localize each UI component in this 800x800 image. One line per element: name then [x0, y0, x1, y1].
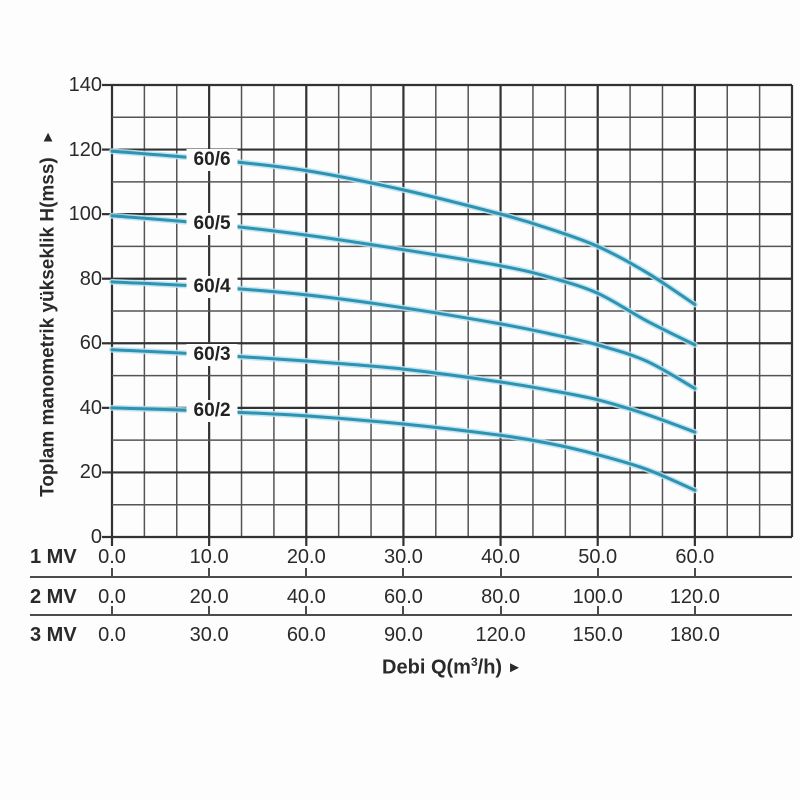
y-tick-label: 0: [90, 526, 102, 548]
x-scale-tick-value: 50.0: [578, 546, 618, 568]
curve-label-60-6: 60/6: [186, 148, 238, 171]
x-scale-tick-value: 30.0: [383, 546, 423, 568]
x-scale-tick-value: 0.0: [98, 546, 126, 568]
x-scale-tick-value: 0.0: [98, 624, 126, 646]
x-scale-row-label: 1 MV: [30, 546, 77, 568]
x-scale-row-2-mv: 2 MV 0.0 20.0 40.0 60.0 80.0 100.0 120.0: [0, 584, 800, 610]
scale-separator-tick: [693, 568, 696, 577]
x-axis-title-superscript: 3: [470, 655, 478, 669]
x-scale-row-3-mv: 3 MV 0.0 30.0 60.0 90.0 120.0 150.0 180.0: [0, 622, 800, 648]
y-tick-label: 100: [68, 203, 102, 226]
curve-label-60-2: 60/2: [186, 400, 238, 423]
y-tick-label: 120: [68, 138, 102, 161]
y-tick-label: 60: [79, 332, 102, 355]
x-scale-tick-value: 10.0: [189, 546, 229, 568]
y-tick-label: 80: [79, 267, 102, 290]
x-axis-title-suffix: /h): [477, 656, 503, 679]
scale-separator-tick: [305, 568, 308, 577]
x-scale-row-label: 3 MV: [30, 624, 77, 646]
x-scale-row-1-mv: 1 MV 0.0 10.0 20.0 30.0 40.0 50.0 60.0: [0, 544, 800, 570]
y-tick-label: 140: [68, 74, 102, 96]
x-scale-tick-value: 40.0: [286, 586, 326, 608]
x-axis-title-text: Debi Q(m: [382, 656, 471, 679]
y-tick-label: 20: [79, 461, 102, 484]
x-scale-row-label: 2 MV: [30, 586, 77, 608]
x-scale-tick-value: 120.0: [475, 624, 526, 646]
x-scale-tick-value: 20.0: [189, 586, 229, 608]
scale-separator-tick: [596, 568, 599, 577]
curve-label-60-3: 60/3: [186, 343, 238, 366]
x-scale-tick-value: 100.0: [572, 586, 623, 608]
scale-separator-line: [30, 614, 792, 616]
scale-separator-tick: [596, 606, 599, 615]
scale-separator-tick: [208, 568, 211, 577]
x-scale-tick-value: 120.0: [669, 586, 720, 608]
x-scale-tick-value: 60.0: [383, 586, 423, 608]
x-axis-title: Debi Q(m3/h) ►: [112, 655, 792, 680]
scale-separator-tick: [499, 606, 502, 615]
scale-separator-tick: [111, 606, 113, 615]
x-scale-tick-value: 40.0: [481, 546, 521, 568]
x-scale-tick-value: 60.0: [286, 624, 326, 646]
scale-separator-tick: [305, 606, 308, 615]
scale-separator-tick: [208, 606, 211, 615]
scale-separator-tick: [693, 606, 696, 615]
x-scale-tick-value: 180.0: [669, 624, 720, 646]
curve-label-60-5: 60/5: [186, 213, 238, 236]
scale-separator-tick: [111, 568, 113, 577]
x-scale-tick-value: 80.0: [481, 586, 521, 608]
x-scale-tick-value: 90.0: [383, 624, 423, 646]
scale-separator-tick: [402, 568, 405, 577]
x-scale-tick-value: 20.0: [286, 546, 326, 568]
y-tick-label: 40: [79, 396, 102, 419]
x-axis-right-arrow-icon: ►: [507, 658, 522, 676]
x-scale-tick-value: 30.0: [189, 624, 229, 646]
curve-label-60-4: 60/4: [186, 276, 238, 299]
scale-separator-tick: [402, 606, 405, 615]
scale-separator-line: [30, 576, 792, 578]
x-scale-tick-value: 0.0: [98, 586, 126, 608]
x-scale-tick-value: 60.0: [675, 546, 715, 568]
x-scale-tick-value: 150.0: [572, 624, 623, 646]
scale-separator-tick: [499, 568, 502, 577]
